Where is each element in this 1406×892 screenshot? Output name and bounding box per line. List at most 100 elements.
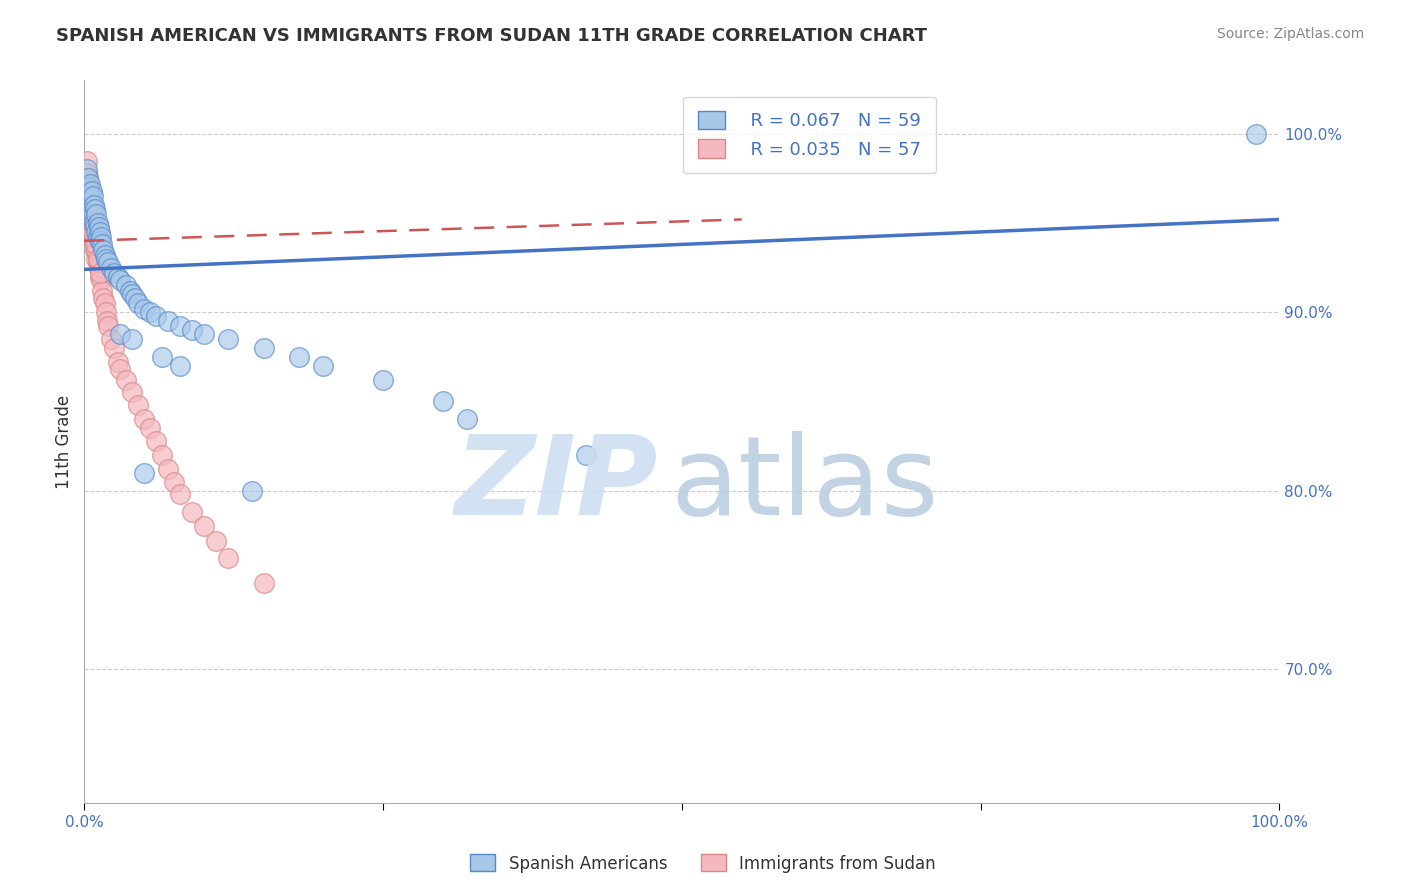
Point (79, 184, 101, 198)
Point (145, 434, 167, 448)
Point (86, 255, 108, 269)
Point (100, 332, 122, 346)
Point (90, 230, 112, 244)
Point (77, 180, 100, 194)
Point (76, 153, 98, 168)
Point (87, 260, 110, 275)
Point (288, 350, 311, 364)
Point (77, 184, 100, 198)
Point (121, 287, 143, 301)
Point (84, 219, 107, 234)
Point (456, 412, 478, 426)
Point (575, 448, 598, 462)
Point (100, 260, 122, 275)
Point (89, 234, 111, 248)
Text: atlas: atlas (671, 432, 938, 539)
Point (83, 230, 105, 244)
Point (82, 207, 104, 221)
Point (83, 234, 105, 248)
Point (80, 202, 103, 216)
Point (132, 412, 156, 426)
Point (217, 551, 239, 566)
Point (97, 319, 120, 334)
Point (89, 225, 111, 239)
Point (77, 189, 100, 203)
Point (132, 466, 156, 480)
Point (82, 189, 104, 203)
Point (205, 533, 228, 548)
Point (93, 243, 115, 257)
Point (77, 171, 100, 186)
Point (89, 266, 111, 280)
Point (157, 314, 180, 328)
Point (86, 243, 108, 257)
Point (181, 505, 204, 519)
Point (79, 177, 101, 191)
Point (127, 398, 149, 412)
Point (169, 487, 191, 501)
Point (115, 278, 138, 293)
Point (86, 216, 108, 230)
Point (150, 448, 173, 462)
Point (80, 202, 103, 216)
Point (118, 284, 141, 298)
Point (127, 296, 149, 310)
Point (132, 301, 156, 316)
Point (83, 216, 105, 230)
Point (96, 314, 118, 328)
Point (124, 291, 146, 305)
Point (432, 394, 454, 409)
Point (83, 219, 105, 234)
Point (84, 237, 107, 252)
Point (82, 225, 104, 239)
Point (103, 266, 125, 280)
Point (86, 207, 108, 221)
Point (80, 184, 103, 198)
Point (110, 362, 132, 376)
Point (217, 332, 239, 346)
Y-axis label: 11th Grade: 11th Grade (55, 394, 73, 489)
Point (91, 284, 114, 298)
Point (87, 255, 110, 269)
Point (77, 177, 100, 191)
Text: SPANISH AMERICAN VS IMMIGRANTS FROM SUDAN 11TH GRADE CORRELATION CHART: SPANISH AMERICAN VS IMMIGRANTS FROM SUDA… (56, 27, 927, 45)
Point (90, 273, 112, 287)
Text: ZIP: ZIP (454, 432, 658, 539)
Point (110, 326, 132, 341)
Point (253, 576, 276, 591)
Point (169, 319, 191, 334)
Legend: Spanish Americans, Immigrants from Sudan: Spanish Americans, Immigrants from Sudan (464, 847, 942, 880)
Point (84, 202, 107, 216)
Point (83, 198, 105, 212)
Point (107, 355, 129, 369)
Point (80, 216, 103, 230)
Point (373, 373, 395, 387)
Text: Source: ZipAtlas.com: Source: ZipAtlas.com (1216, 27, 1364, 41)
Point (77, 189, 100, 203)
Point (82, 207, 104, 221)
Point (80, 198, 103, 212)
Point (87, 219, 110, 234)
Point (121, 332, 143, 346)
Legend:   R = 0.067   N = 59,   R = 0.035   N = 57: R = 0.067 N = 59, R = 0.035 N = 57 (683, 96, 936, 173)
Point (86, 252, 108, 266)
Point (253, 341, 276, 355)
Point (103, 341, 125, 355)
Point (82, 225, 104, 239)
Point (193, 326, 215, 341)
Point (79, 198, 101, 212)
Point (93, 248, 115, 262)
Point (79, 207, 101, 221)
Point (157, 462, 180, 476)
Point (86, 225, 108, 239)
Point (76, 166, 98, 180)
Point (91, 237, 114, 252)
Point (82, 212, 104, 227)
Point (193, 519, 215, 533)
Point (77, 171, 100, 186)
Point (121, 385, 143, 400)
Point (86, 252, 108, 266)
Point (93, 296, 115, 310)
Point (79, 194, 101, 209)
Point (97, 255, 120, 269)
